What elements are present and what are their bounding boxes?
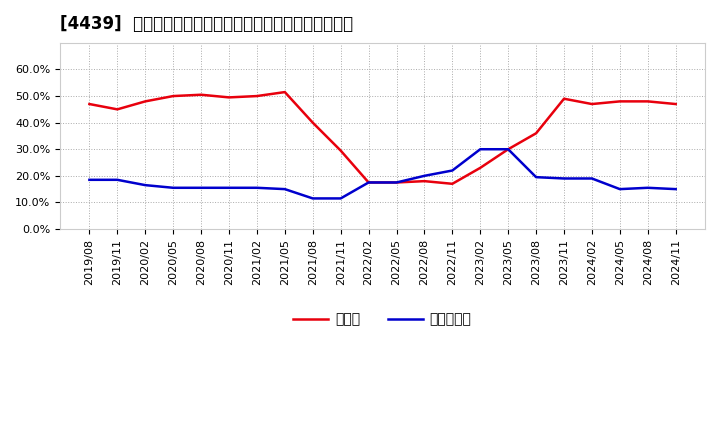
現預金 — [364, 180, 373, 185]
現預金 — [141, 99, 150, 104]
現預金 — [588, 101, 596, 106]
現預金 — [616, 99, 624, 104]
現預金 — [308, 120, 317, 125]
現預金 — [281, 89, 289, 95]
現預金 — [253, 93, 261, 99]
有利子負債 — [169, 185, 178, 191]
有利子負債 — [141, 183, 150, 188]
有利子負債 — [392, 180, 401, 185]
現預金 — [85, 101, 94, 106]
現預金 — [169, 93, 178, 99]
現預金 — [113, 107, 122, 112]
現預金 — [336, 148, 345, 153]
有利子負債 — [308, 196, 317, 201]
有利子負債 — [616, 187, 624, 192]
Text: [4439]  現預金、有利子負債の総資産に対する比率の推移: [4439] 現預金、有利子負債の総資産に対する比率の推移 — [60, 15, 354, 33]
有利子負債 — [364, 180, 373, 185]
現預金 — [225, 95, 233, 100]
Line: 現預金: 現預金 — [89, 92, 675, 184]
有利子負債 — [336, 196, 345, 201]
有利子負債 — [671, 187, 680, 192]
有利子負債 — [197, 185, 205, 191]
有利子負債 — [532, 175, 541, 180]
有利子負債 — [420, 173, 428, 179]
有利子負債 — [504, 147, 513, 152]
有利子負債 — [225, 185, 233, 191]
有利子負債 — [476, 147, 485, 152]
現預金 — [476, 165, 485, 170]
Legend: 現預金, 有利子負債: 現預金, 有利子負債 — [288, 307, 477, 332]
有利子負債 — [253, 185, 261, 191]
現預金 — [420, 179, 428, 184]
有利子負債 — [559, 176, 568, 181]
有利子負債 — [588, 176, 596, 181]
現預金 — [448, 181, 456, 187]
現預金 — [504, 147, 513, 152]
有利子負債 — [113, 177, 122, 183]
Line: 有利子負債: 有利子負債 — [89, 149, 675, 198]
現預金 — [671, 101, 680, 106]
現預金 — [532, 131, 541, 136]
現預金 — [644, 99, 652, 104]
有利子負債 — [448, 168, 456, 173]
有利子負債 — [85, 177, 94, 183]
現預金 — [197, 92, 205, 97]
現預金 — [559, 96, 568, 101]
有利子負債 — [644, 185, 652, 191]
現預金 — [392, 180, 401, 185]
有利子負債 — [281, 187, 289, 192]
